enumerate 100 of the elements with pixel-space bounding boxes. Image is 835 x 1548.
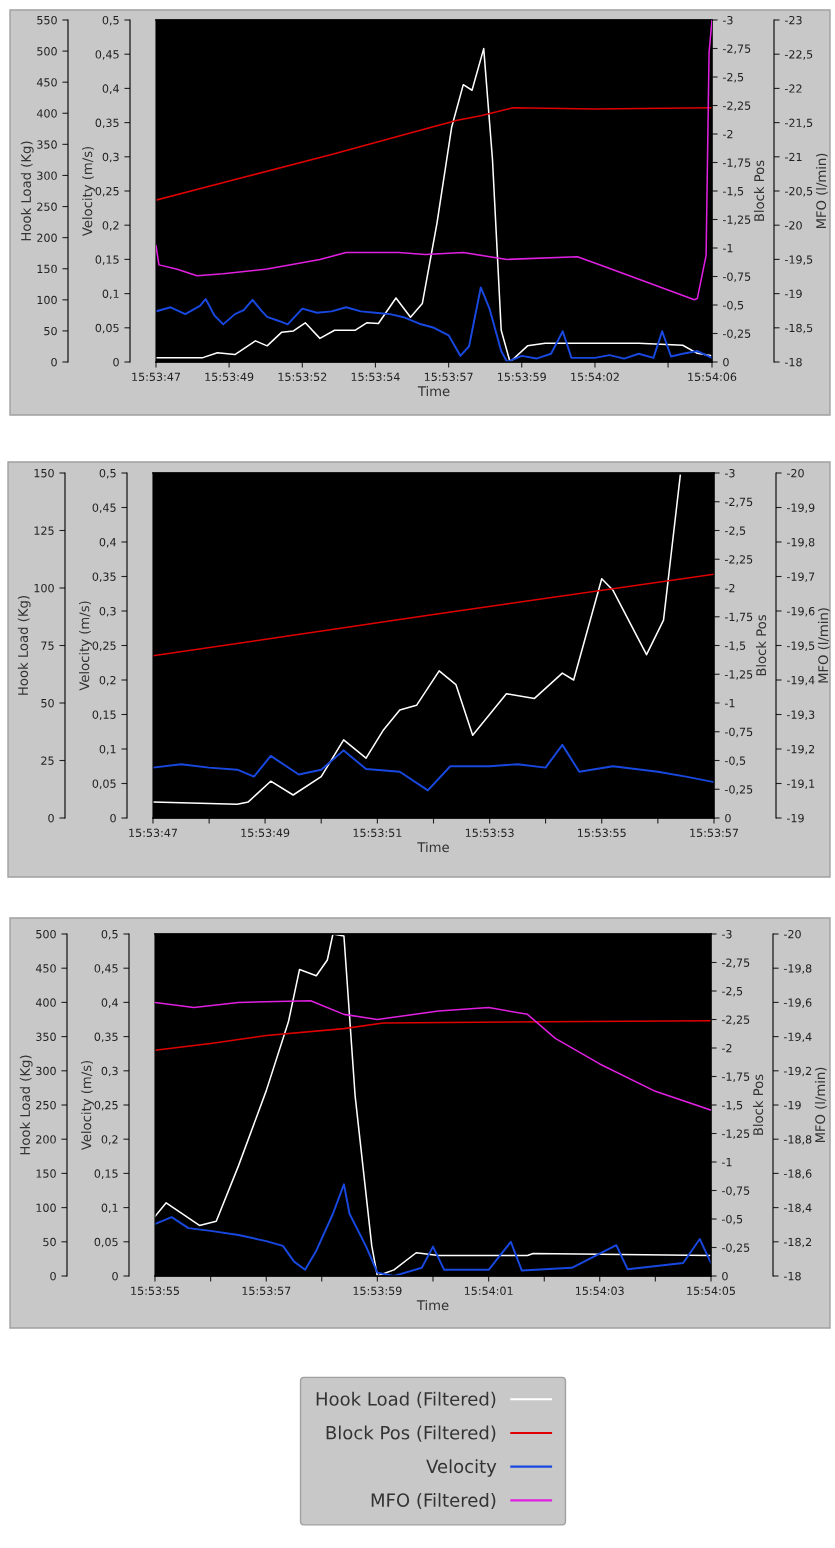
y3-tick-label: -1,5: [724, 641, 746, 652]
y-axis-title: Hook Load (Kg): [20, 141, 34, 241]
line-series: [155, 999, 711, 1111]
y-tick-label: -19,6: [783, 998, 812, 1008]
y2-tick-label: 0,4: [102, 84, 119, 94]
y2-tick-label: 0,25: [95, 186, 119, 197]
y-tick-label: -20: [786, 468, 804, 478]
y-tick-label: 400: [36, 109, 57, 118]
legend-label: MFO (Filtered): [371, 1492, 496, 1510]
y-tick-label: -22: [784, 84, 802, 93]
y-tick-label: 500: [37, 47, 57, 56]
y-axis-title: Hook Load (Kg): [17, 596, 31, 695]
line-series: [153, 743, 714, 792]
y2-tick-label: 0,1: [101, 1203, 118, 1214]
x-tick-label: 15:53:57: [690, 828, 738, 838]
y2-tick-label: 0,45: [92, 503, 116, 514]
x-tick-label: 15:54:05: [687, 1286, 735, 1296]
y-tick-label: -21,5: [784, 118, 813, 129]
y3-tick-label: -2,75: [721, 958, 750, 969]
y3-tick-label: -2,5: [724, 526, 746, 537]
legend-label: Block Pos (Filtered): [326, 1425, 496, 1442]
y3-tick-label: -2,5: [721, 986, 743, 997]
y3-tick-label: -3: [722, 15, 733, 25]
y3-tick-label: -1,75: [724, 612, 753, 623]
y-tick-label: 0: [48, 813, 54, 823]
y2-tick-label: 0,3: [101, 1066, 118, 1077]
y3-tick-label: -1,5: [722, 187, 744, 197]
y-tick-label: 50: [43, 1237, 56, 1247]
y3-tick-label: -1: [721, 1158, 732, 1167]
y3-tick-label: -1,25: [722, 215, 751, 226]
y-tick-label: 0: [50, 1271, 56, 1281]
y2-tick-label: 0,45: [94, 964, 118, 974]
y-tick-label: -19: [783, 1100, 801, 1110]
y2-tick-label: 0,05: [94, 1237, 118, 1248]
x-tick-label: 15:53:47: [129, 828, 177, 838]
y-tick-label: -19: [784, 289, 802, 298]
y-tick-label: 50: [44, 326, 57, 336]
y-tick-label: -20: [784, 221, 802, 230]
y3-tick-label: -0,25: [721, 1243, 750, 1254]
y-tick-label: 125: [34, 526, 54, 535]
y2-tick-label: 0,2: [99, 675, 116, 686]
x-tick-label: 15:54:01: [464, 1286, 513, 1296]
y-tick-label: 75: [41, 641, 54, 650]
y2-tick-label: 0: [113, 357, 119, 367]
x-tick-label: 15:53:53: [465, 828, 514, 838]
y3-tick-label: -3: [724, 468, 735, 478]
y2-tick-label: 0,4: [101, 998, 118, 1008]
y3-tick-label: -1,5: [721, 1101, 743, 1111]
x-axis-title: Time: [417, 385, 450, 397]
y-tick-label: 450: [35, 964, 56, 973]
y-tick-label: 0: [51, 357, 57, 367]
y-axis-title: MFO (l/min): [814, 1067, 827, 1143]
x-tick-label: 15:53:51: [353, 828, 402, 838]
y-tick-label: 150: [34, 468, 54, 478]
y3-tick-label: -3: [721, 929, 732, 939]
y-tick-label: -23: [784, 15, 802, 25]
x-tick-label: 15:54:06: [688, 372, 737, 382]
y2-axis-title: Velocity (m/s): [82, 146, 95, 237]
y3-tick-label: -0,75: [721, 1186, 750, 1197]
y-axis-title: Hook Load (Kg): [19, 1055, 33, 1155]
y3-tick-label: -2: [724, 583, 735, 593]
y-tick-label: -19: [786, 813, 804, 823]
y2-tick-label: 0,4: [99, 537, 116, 548]
y3-axis-title: Block Pos: [753, 160, 765, 221]
y2-tick-label: 0,35: [94, 1032, 118, 1043]
y-tick-label: 200: [36, 1135, 56, 1144]
x-tick-label: 15:53:55: [131, 1286, 179, 1296]
y-tick-label: 150: [37, 264, 57, 274]
legend-label: Hook Load (Filtered): [316, 1391, 496, 1408]
y3-tick-label: -0,75: [724, 727, 753, 738]
line-series: [155, 1019, 711, 1052]
y-tick-label: 250: [36, 1100, 56, 1110]
y-tick-label: -20: [783, 929, 801, 939]
y3-tick-label: -0,5: [724, 756, 746, 767]
y2-tick-label: 0,25: [94, 1100, 118, 1111]
y-tick-label: -19,1: [786, 779, 815, 790]
y-tick-label: 300: [37, 171, 57, 180]
y2-tick-label: 0,5: [102, 15, 119, 26]
y2-tick-label: 0,1: [102, 289, 119, 300]
y-tick-label: 100: [37, 295, 57, 305]
y-tick-label: -19,5: [784, 255, 813, 265]
line-series: [155, 934, 711, 1276]
y2-tick-label: 0,15: [95, 255, 119, 265]
x-axis-title: Time: [417, 841, 449, 853]
y3-tick-label: -1: [724, 699, 735, 708]
y2-tick-label: 0,05: [92, 779, 116, 790]
y-tick-label: 150: [36, 1169, 56, 1178]
y-tick-label: -19,4: [783, 1032, 812, 1043]
y3-tick-label: -2,75: [724, 497, 753, 508]
y-axis-title: MFO (l/min): [815, 153, 828, 229]
y-tick-label: -19,8: [786, 537, 815, 548]
y3-tick-label: -2,25: [721, 1015, 750, 1026]
y-tick-label: 200: [37, 233, 57, 243]
y2-tick-label: 0,25: [92, 641, 116, 652]
y-tick-label: -19,2: [783, 1066, 812, 1077]
y-tick-label: 25: [41, 756, 54, 765]
y-tick-label: -20,5: [784, 186, 813, 197]
y-tick-label: -18,2: [783, 1237, 812, 1248]
y-tick-label: 450: [36, 78, 57, 87]
y-tick-label: 50: [41, 698, 54, 708]
